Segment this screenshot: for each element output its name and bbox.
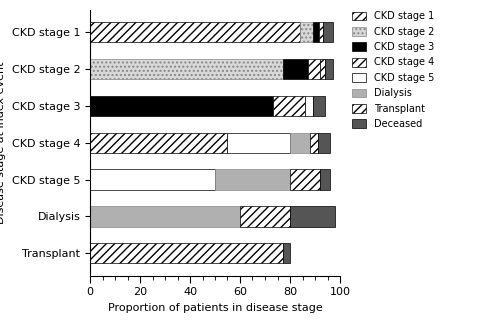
Bar [215, 169, 290, 190]
Bar [300, 22, 312, 42]
Bar [282, 59, 308, 79]
Bar [272, 96, 305, 116]
Bar [322, 22, 332, 42]
Bar [310, 132, 318, 153]
Y-axis label: Disease stage at index event: Disease stage at index event [0, 61, 6, 224]
Bar [312, 96, 325, 116]
Bar [90, 169, 215, 190]
Bar [228, 132, 290, 153]
Bar [325, 59, 332, 79]
Bar [90, 132, 228, 153]
Bar [90, 243, 282, 264]
Bar [308, 59, 320, 79]
Bar [240, 207, 290, 227]
Bar [305, 96, 312, 116]
Bar [90, 207, 240, 227]
Bar [282, 243, 290, 264]
Bar [90, 59, 282, 79]
Legend: CKD stage 1, CKD stage 2, CKD stage 3, CKD stage 4, CKD stage 5, Dialysis, Trans: CKD stage 1, CKD stage 2, CKD stage 3, C… [350, 10, 436, 131]
X-axis label: Proportion of patients in disease stage: Proportion of patients in disease stage [108, 303, 322, 313]
Bar [320, 169, 330, 190]
Bar [290, 169, 320, 190]
Bar [312, 22, 319, 42]
Bar [290, 132, 310, 153]
Bar [320, 59, 325, 79]
Bar [318, 132, 330, 153]
Bar [290, 207, 335, 227]
Bar [90, 96, 272, 116]
Bar [319, 22, 322, 42]
Bar [90, 22, 300, 42]
